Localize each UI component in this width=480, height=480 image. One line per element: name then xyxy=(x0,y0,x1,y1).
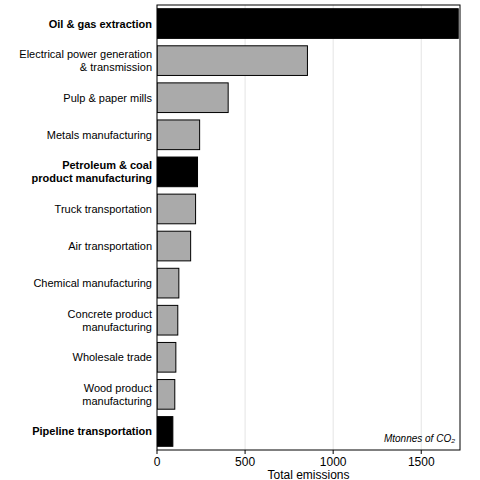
bar xyxy=(157,268,179,298)
category-label: Pulp & paper mills xyxy=(63,92,152,104)
bar xyxy=(157,9,458,39)
tick-label: 1500 xyxy=(408,455,435,469)
bar xyxy=(157,380,175,410)
bar xyxy=(157,417,173,447)
category-label: Pipeline transportation xyxy=(32,425,152,437)
x-axis-label: Total emissions xyxy=(267,468,349,480)
bar xyxy=(157,305,178,335)
category-label-line: Metals manufacturing xyxy=(47,129,152,141)
bar xyxy=(157,194,196,224)
chart-container: 0 500 1000 1500 Oil & gas extraction Electric… xyxy=(0,0,480,480)
bar xyxy=(157,83,228,113)
tick-label: 500 xyxy=(235,455,255,469)
bars xyxy=(157,9,458,447)
category-label-line: Petroleum & coal xyxy=(62,159,152,171)
category-label-line: manufacturing xyxy=(82,321,152,333)
category-label: Truck transportation xyxy=(55,203,152,215)
tick-label: 0 xyxy=(154,455,161,469)
grid-line xyxy=(421,5,422,450)
category-label-line: Oil & gas extraction xyxy=(49,18,153,30)
category-label-line: manufacturing xyxy=(82,395,152,407)
category-label: Oil & gas extraction xyxy=(49,18,153,30)
category-label-line: Chemical manufacturing xyxy=(33,277,152,289)
grid-line xyxy=(333,5,334,450)
bar xyxy=(157,46,307,76)
tick-mark xyxy=(157,450,158,454)
category-label-line: Electrical power generation xyxy=(19,48,152,60)
category-label: Petroleum & coalproduct manufacturing xyxy=(32,159,152,184)
category-label-line: product manufacturing xyxy=(32,172,152,184)
bar xyxy=(157,120,200,150)
category-label-line: Pipeline transportation xyxy=(32,425,152,437)
bar xyxy=(157,157,198,187)
category-label: Wholesale trade xyxy=(73,351,153,363)
tick-label: 1000 xyxy=(320,455,347,469)
category-label-line: Air transportation xyxy=(68,240,152,252)
category-label-line: Concrete product xyxy=(68,308,152,320)
tick-mark xyxy=(421,450,422,454)
tick-mark xyxy=(245,450,246,454)
category-label: Metals manufacturing xyxy=(47,129,152,141)
category-label: Wood productmanufacturing xyxy=(82,382,152,407)
annotation: Mtonnes of CO₂ xyxy=(384,433,455,444)
category-label-line: Wholesale trade xyxy=(73,351,153,363)
tick-mark xyxy=(333,450,334,454)
category-label-line: Pulp & paper mills xyxy=(63,92,152,104)
category-label: Chemical manufacturing xyxy=(33,277,152,289)
bar xyxy=(157,231,191,261)
plot-frame xyxy=(157,5,460,450)
category-label: Electrical power generation& transmissio… xyxy=(19,48,152,73)
category-label-line: Truck transportation xyxy=(55,203,152,215)
category-label-line: & transmission xyxy=(80,61,152,73)
category-label: Concrete productmanufacturing xyxy=(68,308,152,333)
category-label-line: Wood product xyxy=(84,382,152,394)
bar xyxy=(157,342,176,372)
chart: 0 500 1000 1500 Oil & gas extraction Electric… xyxy=(0,0,480,480)
category-label: Air transportation xyxy=(68,240,152,252)
